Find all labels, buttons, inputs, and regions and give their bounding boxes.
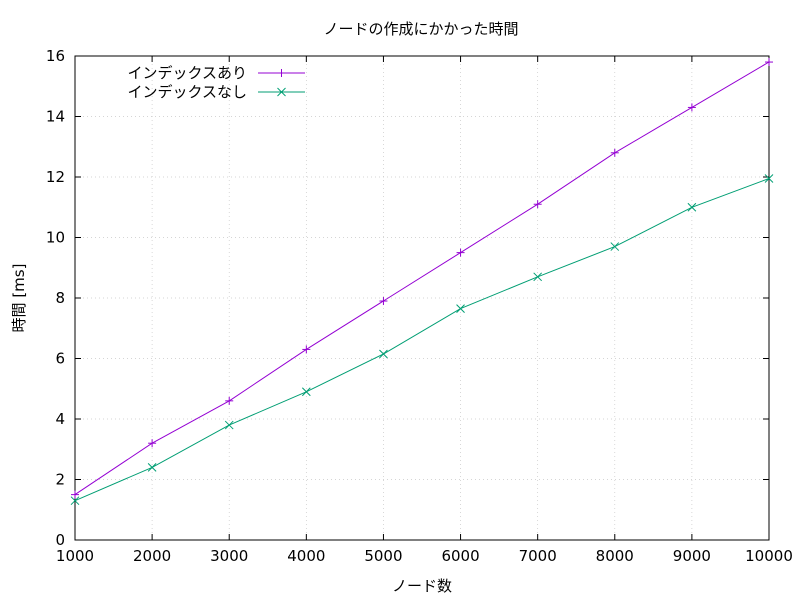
data-point — [533, 272, 543, 282]
x-tick-label: 5000 — [364, 547, 402, 565]
data-point — [224, 420, 234, 430]
x-tick-label: 1000 — [56, 547, 94, 565]
legend-label-1: インデックスあり — [127, 64, 247, 82]
y-tick-label: 6 — [55, 350, 65, 368]
y-tick-label: 10 — [46, 229, 65, 247]
series-group — [70, 58, 774, 506]
axis-ticks: 1000 2000 3000 4000 5000 6000 7000 8000 9000 1000… — [46, 47, 793, 565]
data-point — [533, 200, 542, 209]
data-point — [610, 242, 620, 251]
x-tick-label: 3000 — [210, 547, 248, 565]
series-line-2 — [74, 178, 770, 502]
data-point — [610, 148, 619, 157]
chart-title: ノードの作成にかかった時間 — [323, 20, 518, 38]
y-tick-label: 4 — [55, 410, 65, 428]
data-point — [70, 496, 80, 506]
data-point — [148, 439, 157, 448]
data-point — [765, 58, 773, 67]
data-point — [379, 297, 388, 306]
x-tick-label: 4000 — [287, 547, 325, 565]
y-tick-label: 0 — [55, 531, 65, 549]
data-point — [301, 387, 311, 397]
data-point — [71, 490, 79, 499]
legend-marker-1 — [277, 69, 286, 77]
data-point — [379, 349, 388, 359]
data-point — [687, 202, 697, 212]
data-point — [456, 248, 465, 257]
data-point — [302, 345, 311, 354]
data-point — [687, 103, 696, 112]
y-tick-label: 8 — [55, 289, 65, 307]
data-point — [225, 396, 234, 405]
data-point — [456, 304, 465, 313]
x-tick-label: 7000 — [519, 547, 557, 565]
series-line-1 — [74, 61, 770, 496]
legend-marker-2 — [277, 87, 286, 97]
x-axis-label: ノード数 — [392, 577, 452, 595]
legend-label-2: インデックスなし — [127, 83, 247, 101]
x-tick-label: 2000 — [133, 547, 171, 565]
x-tick-label: 9000 — [673, 547, 711, 565]
x-tick-label: 8000 — [596, 547, 634, 565]
y-tick-label: 2 — [55, 471, 65, 489]
y-tick-label: 14 — [46, 108, 65, 126]
y-tick-label: 12 — [46, 168, 65, 186]
data-point — [764, 174, 774, 183]
y-tick-label: 16 — [46, 47, 65, 65]
x-tick-label: 10000 — [745, 547, 793, 565]
x-tick-label: 6000 — [441, 547, 479, 565]
data-point — [147, 463, 157, 472]
grid-lines — [75, 56, 769, 540]
y-axis-label: 時間 [ms] — [10, 264, 28, 333]
